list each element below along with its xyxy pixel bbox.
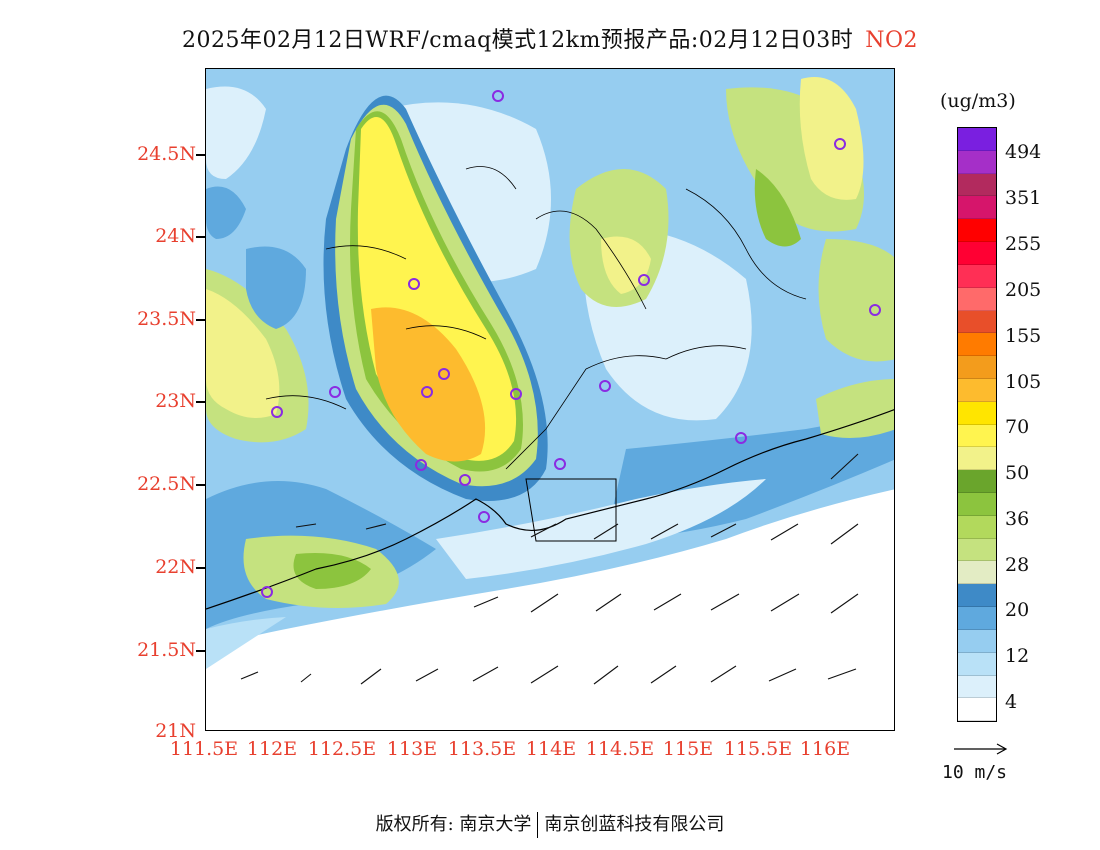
colorbar-swatch bbox=[958, 173, 996, 197]
colorbar-swatch bbox=[958, 378, 996, 402]
map-panel[interactable] bbox=[205, 68, 895, 731]
colorbar-swatch bbox=[958, 493, 996, 516]
colorbar-swatch bbox=[958, 698, 996, 722]
colorbar-swatch bbox=[958, 652, 996, 676]
lon-label-113: 113E bbox=[386, 738, 438, 760]
lat-label-24: 24N bbox=[155, 225, 196, 247]
colorbar-unit: (ug/m3) bbox=[940, 90, 1016, 112]
lat-tick bbox=[196, 236, 205, 238]
colorbar-label: 12 bbox=[1005, 645, 1030, 667]
lat-tick bbox=[196, 319, 205, 321]
colorbar-swatch bbox=[958, 561, 996, 585]
colorbar-label: 351 bbox=[1005, 187, 1042, 209]
lat-label-24-5: 24.5N bbox=[137, 143, 196, 165]
colorbar-swatch bbox=[958, 242, 996, 265]
wind-reference-arrow-icon bbox=[954, 743, 1008, 755]
colorbar-swatch bbox=[958, 196, 996, 220]
wind-reference-label: 10 m/s bbox=[942, 762, 1008, 783]
lat-tick bbox=[196, 154, 205, 156]
title-text: 2025年02月12日WRF/cmaq模式12km预报产品:02月12日03时 bbox=[181, 28, 854, 53]
colorbar-label: 36 bbox=[1005, 508, 1030, 530]
colorbar-label: 105 bbox=[1005, 371, 1042, 393]
colorbar-swatch bbox=[958, 515, 996, 539]
colorbar-swatch bbox=[958, 447, 996, 471]
colorbar-swatch bbox=[958, 333, 996, 357]
copyright-owner: 版权所有: 南京大学 bbox=[375, 814, 532, 835]
lat-label-22-5: 22.5N bbox=[137, 473, 196, 495]
colorbar-swatch bbox=[958, 219, 996, 243]
lat-label-23-5: 23.5N bbox=[137, 308, 196, 330]
lon-label-115-5: 115.5E bbox=[723, 738, 793, 760]
lon-label-114: 114E bbox=[525, 738, 577, 760]
lon-label-112: 112E bbox=[246, 738, 298, 760]
colorbar-label: 20 bbox=[1005, 599, 1030, 621]
colorbar-swatch bbox=[958, 401, 996, 425]
colorbar bbox=[957, 127, 997, 722]
colorbar-swatch bbox=[958, 356, 996, 379]
lat-label-21: 21N bbox=[155, 720, 196, 742]
colorbar-label: 50 bbox=[1005, 462, 1030, 484]
lon-axis: 111.5E 112E 112.5E 113E 113.5E 114E 114.… bbox=[150, 738, 910, 764]
lat-label-23: 23N bbox=[155, 390, 196, 412]
colorbar-swatch bbox=[958, 584, 996, 608]
copyright-company: 南京创蓝科技有限公司 bbox=[544, 814, 725, 835]
colorbar-swatch bbox=[958, 287, 996, 311]
colorbar-swatch bbox=[958, 675, 996, 699]
lat-label-22: 22N bbox=[155, 556, 196, 578]
lon-label-116: 116E bbox=[799, 738, 851, 760]
lon-label-114-5: 114.5E bbox=[585, 738, 655, 760]
lon-label-111-5: 111.5E bbox=[169, 738, 239, 760]
colorbar-swatch bbox=[958, 424, 996, 448]
colorbar-label: 255 bbox=[1005, 233, 1042, 255]
colorbar-swatch bbox=[958, 629, 996, 653]
colorbar-label: 28 bbox=[1005, 554, 1030, 576]
colorbar-swatch bbox=[958, 310, 996, 334]
colorbar-swatch bbox=[958, 264, 996, 288]
lon-label-115: 115E bbox=[662, 738, 714, 760]
colorbar-swatch bbox=[958, 128, 996, 151]
copyright-separator bbox=[537, 812, 539, 838]
colorbar-swatch bbox=[958, 150, 996, 174]
colorbar-label: 494 bbox=[1005, 141, 1042, 163]
colorbar-swatch bbox=[958, 538, 996, 562]
colorbar-label: 4 bbox=[1005, 691, 1018, 713]
lat-tick bbox=[196, 567, 205, 569]
lat-tick bbox=[196, 650, 205, 652]
lat-tick bbox=[196, 401, 205, 403]
map-title: 2025年02月12日WRF/cmaq模式12km预报产品:02月12日03时 N… bbox=[0, 22, 1100, 54]
concentration-map bbox=[206, 69, 894, 730]
colorbar-label: 205 bbox=[1005, 279, 1042, 301]
species-label: NO2 bbox=[865, 28, 919, 53]
lon-label-113-5: 113.5E bbox=[447, 738, 517, 760]
lon-label-112-5: 112.5E bbox=[307, 738, 377, 760]
colorbar-label: 70 bbox=[1005, 416, 1030, 438]
lat-tick bbox=[196, 484, 205, 486]
colorbar-label: 155 bbox=[1005, 325, 1042, 347]
colorbar-swatch bbox=[958, 470, 996, 493]
copyright: 版权所有: 南京大学 南京创蓝科技有限公司 bbox=[0, 810, 1100, 838]
lat-label-21-5: 21.5N bbox=[137, 639, 196, 661]
colorbar-swatch bbox=[958, 607, 996, 630]
